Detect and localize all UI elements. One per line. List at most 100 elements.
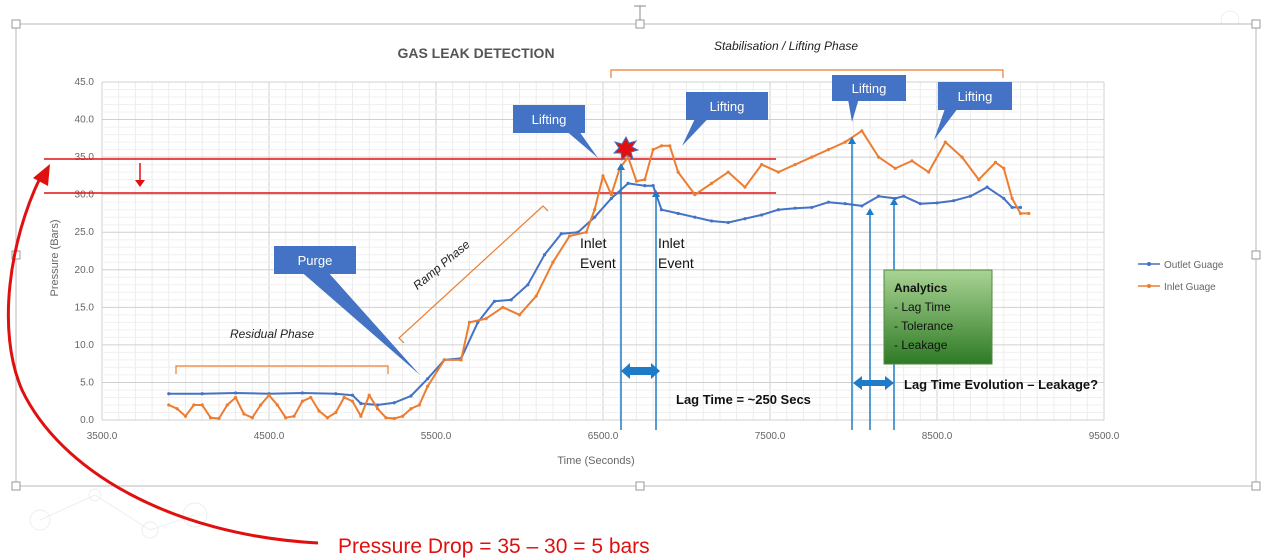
residual-phase-brace [175,365,389,374]
pressure-threshold-lines [44,158,776,194]
data-point-outlet [609,196,613,201]
data-point-inlet [760,163,764,167]
data-point-inlet [943,140,947,144]
data-point-inlet [601,174,605,178]
pressure-drop-text: Pressure Drop = 35 – 30 = 5 bars [338,535,650,558]
analytics-item-lag: - Lag Time [894,300,951,314]
resize-handle[interactable] [11,19,21,29]
data-point-inlet [325,416,330,420]
event-arrow-head [652,190,660,197]
data-point-inlet [459,358,463,362]
resize-handle[interactable] [1251,250,1261,260]
resize-handle[interactable] [635,19,645,29]
data-point-inlet [217,416,221,421]
series-line-inlet [168,129,1029,420]
legend-label-inlet: Inlet Guage [1164,282,1216,293]
data-point-inlet [593,208,597,212]
callout-purge-label: Purge [298,253,333,268]
series-layer [167,129,1031,421]
data-point-outlet [876,194,881,198]
data-point-outlet [593,215,597,219]
chart-title: GAS LEAK DETECTION [397,45,554,61]
inlet-event-1-line1: Inlet [580,235,607,251]
resize-handle[interactable] [635,481,645,491]
data-point-outlet [776,208,780,212]
data-point-inlet [183,414,188,418]
legend: Outlet Guage Inlet Guage [1138,260,1224,293]
data-point-inlet [517,313,522,317]
data-point-outlet [167,392,171,396]
data-point-inlet [977,178,981,182]
resize-handle[interactable] [1251,19,1261,29]
data-point-inlet [225,403,229,407]
callout-lifting-2-label: Lifting [710,99,745,114]
inlet-event-2-line1: Inlet [658,235,685,251]
resize-handle[interactable] [11,481,21,491]
data-point-outlet [359,401,363,406]
data-point-inlet [350,399,355,403]
data-point-inlet [776,170,780,174]
inlet-event-1-line2: Event [580,255,616,271]
data-point-inlet [208,416,213,420]
data-point-inlet [1010,196,1014,201]
data-point-inlet [467,320,471,324]
data-point-inlet [659,144,664,148]
data-point-outlet [743,217,747,221]
y-tick-label: 40.0 [75,115,95,126]
x-tick-label: 5500.0 [421,431,452,442]
data-point-outlet [492,299,497,303]
data-point-outlet [542,253,547,257]
data-point-inlet [267,393,271,397]
data-point-outlet [509,298,513,302]
data-point-outlet [693,215,697,219]
data-point-inlet [651,148,655,152]
data-point-inlet [309,395,313,400]
y-axis-ticks: 0.0 5.0 10.0 15.0 20.0 25.0 30.0 35.0 40.0 45.0 [75,77,95,426]
x-tick-label: 3500.0 [87,431,118,442]
data-point-inlet [726,170,730,174]
data-point-inlet [960,155,964,159]
selection-handles[interactable] [11,19,1261,491]
data-point-outlet [826,200,831,204]
data-point-outlet [843,202,847,206]
data-point-inlet [484,317,488,321]
ramp-phase-brace [398,205,549,344]
data-point-inlet [384,416,388,420]
data-point-inlet [417,403,421,407]
event-arrow-head [848,137,856,144]
data-point-inlet [810,155,814,159]
callout-lifting-4-label: Lifting [958,89,993,104]
callout-lifting-4: Lifting [934,82,1012,140]
data-point-inlet [568,234,572,238]
data-point-outlet [392,401,396,405]
resize-handle[interactable] [1251,481,1261,491]
data-point-outlet [659,208,664,212]
y-tick-label: 25.0 [75,227,95,238]
callout-lifting-2: Lifting [682,92,768,146]
data-point-inlet [375,407,380,411]
data-point-outlet [559,232,563,236]
data-point-inlet [342,395,346,400]
data-point-outlet [1002,196,1006,201]
data-point-inlet [409,407,413,411]
callout-lifting-1: Lifting [513,105,598,158]
data-point-inlet [743,185,747,189]
callout-lifting-3: Lifting [832,75,906,122]
x-tick-label: 6500.0 [588,431,619,442]
data-point-inlet [392,416,396,421]
y-tick-label: 20.0 [75,265,95,276]
data-point-outlet [902,194,906,198]
data-point-inlet [442,358,446,362]
data-point-outlet [968,194,973,198]
data-point-outlet [918,202,922,206]
residual-phase-label: Residual Phase [230,327,314,341]
y-axis-label: Pressure (Bars) [49,219,61,296]
x-tick-label: 9500.0 [1089,431,1120,442]
callout-purge: Purge [274,246,420,375]
x-tick-label: 7500.0 [755,431,786,442]
inlet-event-2-line2: Event [658,255,694,271]
data-point-outlet [810,205,814,210]
data-point-inlet [643,178,647,182]
data-point-outlet [709,219,714,223]
data-point-inlet [275,403,279,407]
